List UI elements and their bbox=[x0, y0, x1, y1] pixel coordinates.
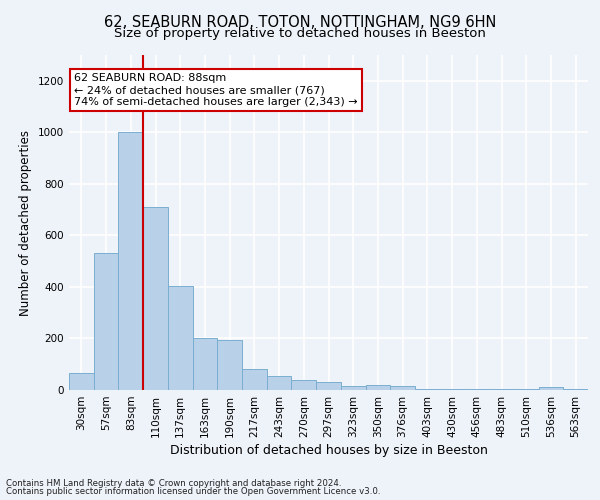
Bar bbox=[292, 380, 316, 390]
Bar bbox=[464, 388, 489, 390]
Bar bbox=[489, 388, 514, 390]
Bar bbox=[94, 254, 118, 390]
Text: 62 SEABURN ROAD: 88sqm
← 24% of detached houses are smaller (767)
74% of semi-de: 62 SEABURN ROAD: 88sqm ← 24% of detached… bbox=[74, 74, 358, 106]
Bar bbox=[267, 376, 292, 390]
Bar bbox=[143, 207, 168, 390]
Text: Size of property relative to detached houses in Beeston: Size of property relative to detached ho… bbox=[114, 28, 486, 40]
Bar bbox=[390, 386, 415, 390]
Y-axis label: Number of detached properties: Number of detached properties bbox=[19, 130, 32, 316]
Bar bbox=[69, 373, 94, 390]
Bar bbox=[563, 388, 588, 390]
Bar bbox=[316, 382, 341, 390]
Bar bbox=[514, 388, 539, 390]
Bar bbox=[168, 286, 193, 390]
Bar bbox=[193, 338, 217, 390]
X-axis label: Distribution of detached houses by size in Beeston: Distribution of detached houses by size … bbox=[170, 444, 487, 457]
Bar bbox=[242, 370, 267, 390]
Text: Contains HM Land Registry data © Crown copyright and database right 2024.: Contains HM Land Registry data © Crown c… bbox=[6, 478, 341, 488]
Bar bbox=[365, 385, 390, 390]
Bar bbox=[118, 132, 143, 390]
Text: 62, SEABURN ROAD, TOTON, NOTTINGHAM, NG9 6HN: 62, SEABURN ROAD, TOTON, NOTTINGHAM, NG9… bbox=[104, 15, 496, 30]
Bar bbox=[415, 388, 440, 390]
Bar bbox=[341, 386, 365, 390]
Bar bbox=[440, 388, 464, 390]
Text: Contains public sector information licensed under the Open Government Licence v3: Contains public sector information licen… bbox=[6, 488, 380, 496]
Bar bbox=[217, 340, 242, 390]
Bar bbox=[539, 388, 563, 390]
